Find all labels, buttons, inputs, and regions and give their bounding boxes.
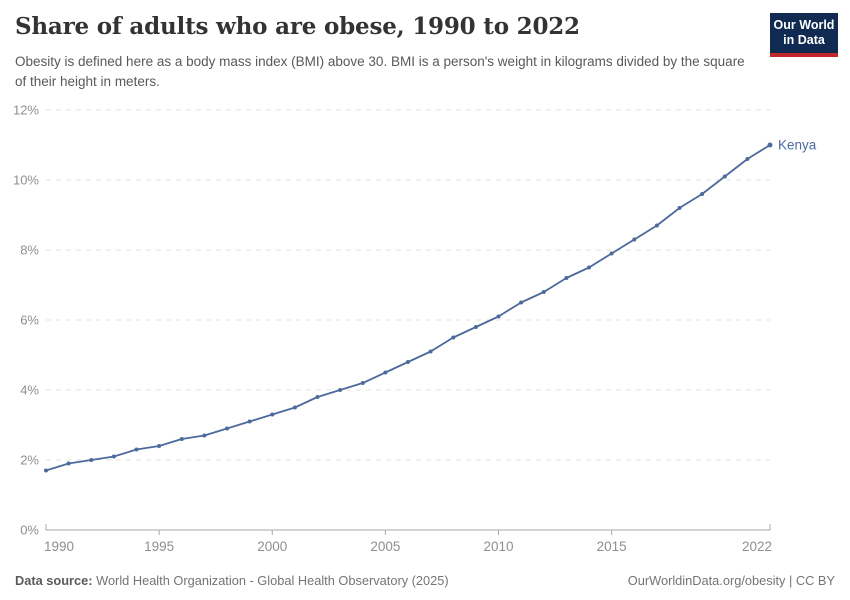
owid-logo-accent-bar xyxy=(770,52,838,57)
data-source-label: Data source: xyxy=(15,573,93,588)
data-point[interactable] xyxy=(338,388,343,392)
x-axis-label: 2015 xyxy=(597,539,627,554)
data-point[interactable] xyxy=(179,437,184,441)
owid-logo-line1: Our World xyxy=(773,18,835,32)
data-point[interactable] xyxy=(66,461,71,466)
data-point[interactable] xyxy=(700,192,705,196)
data-point[interactable] xyxy=(496,314,501,319)
data-point[interactable] xyxy=(383,370,388,375)
y-axis-label: 2% xyxy=(20,453,39,468)
data-point[interactable] xyxy=(587,265,591,270)
data-point[interactable] xyxy=(157,444,162,448)
data-point[interactable] xyxy=(767,142,773,148)
data-point[interactable] xyxy=(270,412,275,417)
owid-logo-line2: in Data xyxy=(783,33,825,48)
data-point[interactable] xyxy=(292,405,297,410)
x-axis-label: 1990 xyxy=(44,539,74,554)
data-source-text: World Health Organization - Global Healt… xyxy=(96,573,449,588)
data-point[interactable] xyxy=(722,174,727,179)
data-point[interactable] xyxy=(44,468,48,473)
data-point[interactable] xyxy=(519,300,524,305)
x-axis-label: 1995 xyxy=(144,539,174,554)
attribution-link[interactable]: OurWorldinData.org/obesity | CC BY xyxy=(627,573,835,588)
data-line xyxy=(45,144,771,472)
data-point[interactable] xyxy=(406,360,410,364)
y-axis-label: 8% xyxy=(20,243,39,258)
y-axis-label: 4% xyxy=(20,383,39,398)
data-point[interactable] xyxy=(451,335,456,340)
data-point[interactable] xyxy=(632,237,637,242)
data-point[interactable] xyxy=(609,251,614,256)
line-chart-svg: 0% 2% 4% 6% 8% 10% 12% 1990 1995 2000 2005 2010 2015… xyxy=(13,103,817,555)
data-point[interactable] xyxy=(202,433,207,438)
x-axis-label: 2010 xyxy=(483,539,513,554)
data-point[interactable] xyxy=(111,454,116,459)
owid-logo-text: Our World in Data xyxy=(770,13,838,53)
series-end-label[interactable]: Kenya xyxy=(778,138,817,153)
y-axis-label: 6% xyxy=(20,313,39,328)
y-axis-label: 10% xyxy=(13,173,39,188)
data-point[interactable] xyxy=(473,325,478,329)
page-title: Share of adults who are obese, 1990 to 2… xyxy=(15,13,580,40)
line-chart: 0% 2% 4% 6% 8% 10% 12% 1990 1995 2000 2005 2010 2015… xyxy=(0,95,850,562)
data-point[interactable] xyxy=(564,276,569,280)
chart-subtitle: Obesity is defined here as a body mass i… xyxy=(15,54,745,89)
data-point[interactable] xyxy=(428,349,433,354)
data-point[interactable] xyxy=(745,157,750,161)
chart-footer: Data source: World Health Organization -… xyxy=(15,573,835,588)
data-point[interactable] xyxy=(225,426,229,431)
data-point[interactable] xyxy=(315,395,320,399)
data-point[interactable] xyxy=(247,419,252,424)
x-axis-label: 2000 xyxy=(257,539,287,554)
data-point[interactable] xyxy=(654,223,659,228)
x-axis-label: 2022 xyxy=(742,539,772,554)
data-point[interactable] xyxy=(134,447,139,452)
x-axis-label: 2005 xyxy=(370,539,400,554)
data-source: Data source: World Health Organization -… xyxy=(15,573,449,588)
data-point[interactable] xyxy=(541,290,546,294)
data-point[interactable] xyxy=(89,458,94,462)
y-axis-label: 12% xyxy=(13,103,39,118)
data-point[interactable] xyxy=(360,381,365,385)
owid-logo[interactable]: Our World in Data xyxy=(770,13,838,57)
y-axis-label: 0% xyxy=(20,523,39,538)
data-point[interactable] xyxy=(677,206,682,210)
